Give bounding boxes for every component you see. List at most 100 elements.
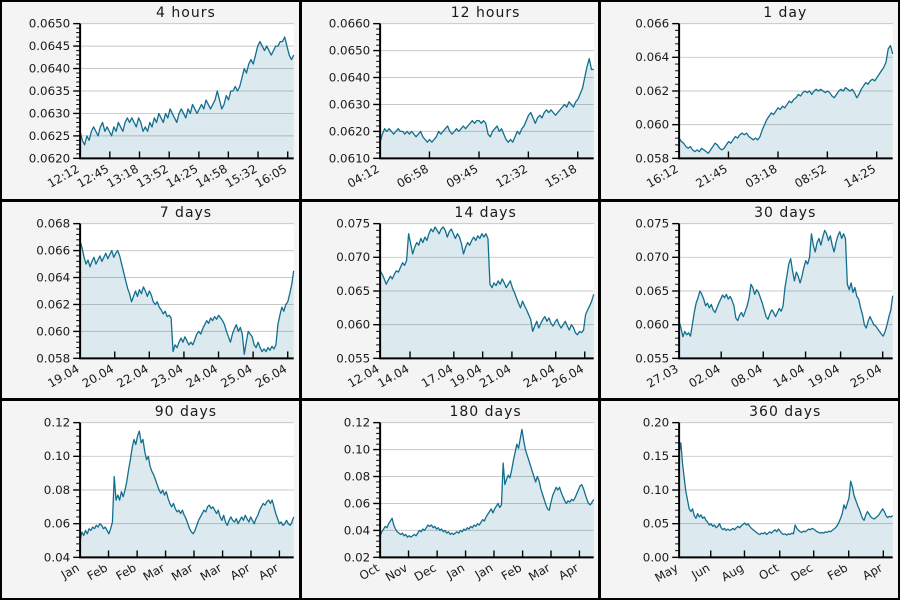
svg-text:14:25: 14:25	[164, 162, 201, 191]
svg-text:0.0610: 0.0610	[328, 151, 370, 165]
chart-panel-90-days: 90 days 0.04 0.06 0.08 0.10 0.12 Jan Feb Feb Mar…	[2, 401, 299, 598]
svg-text:14:58: 14:58	[193, 162, 230, 191]
chart-canvas: 0.058 0.060 0.062 0.064 0.066 0.068 19.0420.04…	[36, 216, 295, 390]
svg-text:0.0660: 0.0660	[328, 17, 370, 31]
svg-text:27.03: 27.03	[645, 361, 681, 390]
svg-text:Jan: Jan	[443, 561, 467, 583]
svg-text:0.065: 0.065	[636, 284, 670, 298]
svg-text:0.075: 0.075	[336, 216, 370, 230]
svg-text:20.04: 20.04	[80, 361, 116, 390]
svg-text:08:52: 08:52	[793, 162, 830, 191]
svg-text:19.04: 19.04	[45, 361, 81, 390]
svg-text:Feb: Feb	[825, 561, 850, 584]
svg-text:0.0645: 0.0645	[29, 39, 71, 53]
svg-text:06:58: 06:58	[394, 162, 431, 191]
svg-text:0.058: 0.058	[36, 351, 70, 365]
svg-text:13:18: 13:18	[104, 162, 141, 191]
svg-text:0.060: 0.060	[636, 118, 670, 132]
svg-text:0.062: 0.062	[36, 297, 70, 311]
svg-text:Dec: Dec	[411, 561, 438, 585]
svg-text:16:05: 16:05	[253, 162, 290, 191]
svg-text:19.04: 19.04	[806, 361, 842, 390]
svg-text:0.075: 0.075	[636, 216, 670, 230]
chart-title: 30 days	[754, 204, 817, 221]
chart-title: 1 day	[763, 5, 808, 21]
svg-text:0.06: 0.06	[343, 497, 369, 511]
chart-canvas: 0.055 0.060 0.065 0.070 0.075 27.03 02.04 08.04…	[636, 216, 894, 390]
svg-text:12:45: 12:45	[75, 162, 112, 191]
chart-title: 360 days	[749, 404, 822, 421]
svg-text:0.065: 0.065	[336, 284, 370, 298]
svg-text:Jun: Jun	[689, 561, 713, 583]
svg-text:17.04: 17.04	[419, 361, 455, 390]
chart-canvas: 0.058 0.060 0.062 0.064 0.066 16:12 21:45 03:18…	[636, 17, 894, 191]
svg-text:0.0650: 0.0650	[29, 17, 71, 31]
svg-text:22.04: 22.04	[114, 361, 150, 390]
svg-text:0.12: 0.12	[44, 416, 70, 430]
svg-text:0.0620: 0.0620	[328, 124, 370, 138]
svg-text:23.04: 23.04	[149, 361, 185, 390]
svg-text:Dec: Dec	[789, 561, 816, 585]
chart-title: 4 hours	[156, 5, 216, 21]
svg-text:0.062: 0.062	[636, 84, 670, 98]
chart-panel-14-days: 14 days 0.055 0.060 0.065 0.070 0.075 12.04 14…	[301, 201, 599, 399]
chart-title: 90 days	[154, 404, 218, 421]
svg-text:0.0630: 0.0630	[29, 106, 71, 120]
svg-text:0.058: 0.058	[636, 151, 670, 165]
svg-text:04:12: 04:12	[345, 162, 382, 191]
svg-text:14.04: 14.04	[771, 361, 807, 390]
chart-panel-12-hours: 12 hours 0.0610 0.0620 0.0630 0.0640 0.0650 0…	[301, 2, 599, 199]
svg-text:Feb: Feb	[499, 561, 524, 584]
svg-text:0.068: 0.068	[36, 216, 70, 230]
svg-text:0.10: 0.10	[343, 443, 369, 457]
svg-text:Apr: Apr	[228, 561, 253, 583]
svg-text:0.0650: 0.0650	[328, 44, 370, 58]
svg-text:Apr: Apr	[860, 561, 885, 583]
svg-text:24.04: 24.04	[520, 361, 556, 390]
svg-text:15:18: 15:18	[542, 162, 579, 191]
svg-text:0.08: 0.08	[44, 483, 70, 497]
svg-text:24.04: 24.04	[184, 361, 220, 390]
svg-text:25.04: 25.04	[218, 361, 254, 390]
svg-text:0.20: 0.20	[643, 416, 669, 430]
svg-text:21.04: 21.04	[477, 361, 513, 390]
svg-text:0.05: 0.05	[643, 517, 669, 531]
chart-panel-1-day: 1 day 0.058 0.060 0.062 0.064 0.066 16:12 21:4…	[601, 2, 898, 199]
svg-text:0.0635: 0.0635	[29, 84, 71, 98]
svg-text:0.060: 0.060	[36, 324, 70, 338]
svg-text:Oct: Oct	[757, 561, 782, 583]
svg-text:0.066: 0.066	[636, 17, 670, 31]
svg-text:0.10: 0.10	[44, 450, 70, 464]
chart-title: 180 days	[449, 404, 522, 421]
svg-text:03:18: 03:18	[743, 162, 780, 191]
svg-text:08.04: 08.04	[729, 361, 765, 390]
svg-text:0.064: 0.064	[636, 50, 670, 64]
svg-text:0.02: 0.02	[343, 551, 369, 565]
svg-text:0.12: 0.12	[343, 416, 369, 430]
svg-text:26.04: 26.04	[549, 361, 585, 390]
svg-text:0.055: 0.055	[336, 351, 370, 365]
svg-text:Mar: Mar	[526, 561, 553, 584]
svg-text:0.066: 0.066	[36, 243, 70, 257]
svg-text:12.04: 12.04	[345, 361, 381, 390]
svg-text:0.0630: 0.0630	[328, 97, 370, 111]
svg-text:Aug: Aug	[719, 561, 746, 585]
svg-text:Nov: Nov	[383, 561, 410, 585]
svg-text:Feb: Feb	[85, 561, 110, 584]
svg-text:0.04: 0.04	[343, 524, 369, 538]
svg-text:14.04: 14.04	[375, 361, 411, 390]
svg-text:0.060: 0.060	[336, 317, 370, 331]
svg-text:02.04: 02.04	[687, 361, 723, 390]
svg-text:Apr: Apr	[556, 561, 581, 583]
svg-text:0.0620: 0.0620	[29, 151, 71, 165]
chart-panel-4-hours: 4 hours 0.0620 0.0625 0.0630 0.0635 0.0640 0.…	[2, 2, 299, 199]
svg-text:16:12: 16:12	[644, 162, 681, 191]
svg-text:Mar: Mar	[141, 561, 168, 584]
chart-panel-30-days: 30 days 0.055 0.060 0.065 0.070 0.075 27.03 02…	[601, 201, 898, 399]
svg-text:09:45: 09:45	[444, 162, 481, 191]
chart-panel-7-days: 7 days 0.058 0.060 0.062 0.064 0.066 0.068 19.…	[2, 201, 299, 399]
svg-text:15:32: 15:32	[223, 162, 260, 191]
chart-title: 14 days	[454, 204, 517, 221]
